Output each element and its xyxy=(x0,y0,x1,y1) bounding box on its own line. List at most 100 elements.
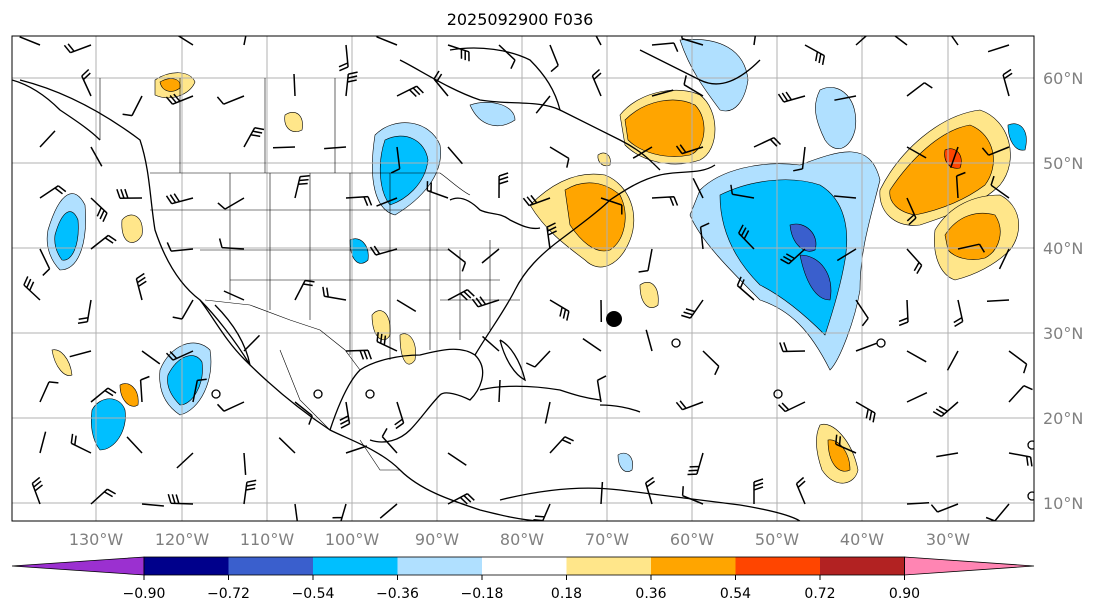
wind-barb xyxy=(447,493,475,505)
wind-barb xyxy=(122,95,143,117)
wind-barb xyxy=(985,503,1010,521)
wind-barb xyxy=(69,350,92,358)
lat-label: 30°N xyxy=(1043,324,1083,343)
lat-label: 10°N xyxy=(1043,494,1083,513)
wind-barb xyxy=(243,127,265,148)
wind-barb xyxy=(600,481,604,505)
wind-barb xyxy=(345,445,368,454)
wind-barb xyxy=(692,177,704,199)
wind-barb xyxy=(804,44,826,66)
wind-barb xyxy=(243,479,257,505)
wind-barb xyxy=(778,401,806,413)
wind-barb xyxy=(447,248,467,272)
orange-field xyxy=(639,282,659,308)
wind-barb xyxy=(522,194,551,207)
colorbar-tick-label: 0.72 xyxy=(804,586,835,602)
wind-barb xyxy=(834,195,857,199)
wind-barb xyxy=(63,43,92,54)
colorbar-tick-label: −0.18 xyxy=(461,586,504,602)
blue-field xyxy=(799,254,832,301)
wind-barb xyxy=(1008,452,1033,467)
wind-barb xyxy=(176,452,194,469)
wind-barb xyxy=(379,503,398,519)
wind-barb xyxy=(471,296,500,308)
lat-label: 20°N xyxy=(1043,409,1083,428)
orange-field xyxy=(119,383,139,407)
wind-barb xyxy=(177,36,194,46)
wind-barb xyxy=(324,146,347,150)
wind-barb xyxy=(595,36,602,46)
wind-barb xyxy=(498,379,501,403)
wind-barb xyxy=(167,493,194,505)
wind-barb xyxy=(535,95,551,114)
blue-field xyxy=(679,39,749,112)
lon-label: 70°W xyxy=(585,530,629,549)
wind-barb xyxy=(90,197,108,223)
wind-barb xyxy=(990,175,1010,199)
wind-barb xyxy=(936,452,959,458)
wind-barb xyxy=(835,434,857,454)
longitude-labels: 130°W 120°W 110°W 100°W 90°W 80°W 70°W 6… xyxy=(69,530,970,549)
wind-barb xyxy=(702,350,720,376)
wind-barb xyxy=(549,44,559,73)
wind-barb xyxy=(906,82,933,97)
coastline-cuba xyxy=(479,385,601,401)
orange-field xyxy=(889,124,994,216)
wind-barb xyxy=(293,73,296,97)
lon-label: 120°W xyxy=(155,530,210,549)
wind-barb xyxy=(681,36,704,46)
wind-barb xyxy=(90,234,117,250)
wind-barb xyxy=(795,476,806,505)
wind-barb xyxy=(243,334,261,352)
wind-barb xyxy=(375,36,398,46)
wind-barb xyxy=(780,248,806,265)
wind-barb xyxy=(376,332,398,352)
wind-barb xyxy=(906,146,927,159)
blue-field xyxy=(469,101,516,127)
wind-barb xyxy=(651,89,674,97)
wind-barb xyxy=(396,85,424,98)
wind-barb xyxy=(898,299,909,327)
wind-barb xyxy=(753,36,757,46)
wind-barb xyxy=(930,503,959,513)
blue-field xyxy=(815,87,857,149)
wind-barb xyxy=(166,242,194,252)
coastline-greenland xyxy=(639,49,761,85)
calm-circles xyxy=(211,338,1034,501)
wind-barb xyxy=(946,350,959,371)
colorbar-tick-label: 0.90 xyxy=(889,586,920,602)
wind-barb xyxy=(23,276,41,301)
wind-barb xyxy=(338,44,349,72)
colorbar-swatch xyxy=(144,557,229,575)
wind-barb xyxy=(90,146,103,167)
wind-barb xyxy=(855,342,877,352)
wind-barb xyxy=(369,245,398,256)
wind-barb xyxy=(294,279,315,301)
wind-barb xyxy=(777,91,806,103)
wind-barb xyxy=(396,299,417,313)
wind-barb xyxy=(39,248,51,276)
wind-barb xyxy=(981,146,1010,156)
wind-barb xyxy=(687,452,704,476)
wind-barb xyxy=(39,381,59,403)
colorbar-swatch xyxy=(228,557,313,575)
colorbar-swatch xyxy=(651,557,736,575)
wind-barb xyxy=(81,68,92,97)
blue-field xyxy=(167,355,203,406)
wind-barb xyxy=(447,44,470,62)
wind-barb xyxy=(987,44,1010,53)
wind-barb xyxy=(165,193,194,205)
wind-barb xyxy=(533,503,551,521)
border-us-canada xyxy=(150,172,471,196)
wind-barb xyxy=(600,197,623,215)
wind-barb xyxy=(447,452,467,466)
wind-barb xyxy=(90,488,116,505)
latitude-labels: 60°N 50°N 40°N 30°N 20°N 10°N xyxy=(1043,69,1083,513)
coastline-hispaniola xyxy=(599,404,641,413)
coastline-west xyxy=(19,79,541,521)
wind-barb xyxy=(779,342,806,353)
wind-barb xyxy=(272,146,296,149)
wind-barb xyxy=(216,95,245,105)
wind-barb xyxy=(39,130,56,148)
wind-barb xyxy=(345,195,373,206)
